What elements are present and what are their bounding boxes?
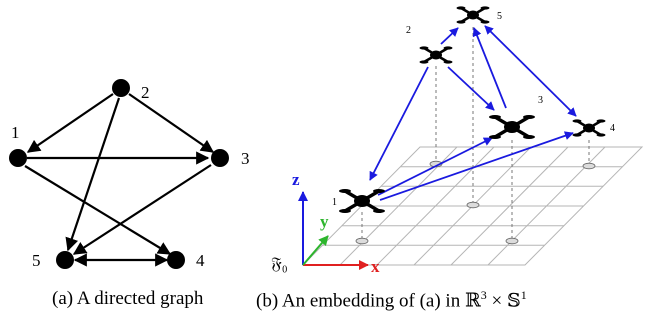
y-axis [302,235,329,266]
graph-nodes [9,79,229,269]
reference-frame: z y x 𝔉₀ [271,170,380,276]
drone-3 [487,113,537,141]
shadow-drone-4 [582,162,596,170]
node-label-1: 1 [11,123,20,142]
edge-b-2-to-3 [447,66,495,111]
drone-label-3: 3 [538,95,543,106]
y-axis-label: y [320,212,329,231]
caption-b-R: ℝ [464,290,481,312]
caption-panel-b: (b) An embedding of (a) in ℝ3 × 𝕊1 [256,288,527,312]
x-axis-label: x [371,257,380,276]
drones [337,5,607,215]
graph-node-labels: 1 2 3 4 5 [11,83,250,270]
edge-b-2-to-5 [440,27,459,45]
panel-b-embedding: 1 2 3 4 5 z y x 𝔉₀ [271,5,644,276]
caption-b-prefix: (b) An embedding of (a) in [256,290,465,312]
node-1 [9,149,27,167]
drone-label-4: 4 [610,123,615,134]
shadow-drone-3 [505,237,519,245]
edge-b-5-4-bidirectional [484,25,577,117]
edge-b-1-to-3 [377,137,493,196]
edge-2-to-1 [26,93,114,153]
caption-b-S: 𝕊 [506,290,521,312]
edge-3-to-5 [72,164,212,255]
embedding-edges [369,25,577,201]
z-axis-label: z [292,170,300,189]
drone-5 [455,5,491,25]
shadow-drone-1 [355,237,369,245]
drone-label-5: 5 [497,11,502,22]
edge-1-to-4 [24,165,172,255]
caption-b-times: × [486,290,507,312]
edge-2-to-5 [65,97,121,252]
caption-panel-a: (a) A directed graph [52,288,204,309]
edge-2-to-3 [128,93,215,153]
node-label-4: 4 [196,251,205,270]
edge-b-2-to-1 [369,66,429,181]
shadow-drone-5 [466,201,480,209]
node-3 [211,149,229,167]
caption-b-R-exp: 3 [480,288,487,302]
graph-edges [24,93,215,267]
drone-label-1: 1 [332,197,337,208]
drone-1 [337,187,387,215]
panel-a-graph: 1 2 3 4 5 [9,79,250,270]
frame-label: 𝔉₀ [271,254,288,273]
node-label-3: 3 [241,149,250,168]
node-2 [112,79,130,97]
node-label-5: 5 [32,251,41,270]
ground-shadows [355,160,596,245]
drone-4 [571,118,607,138]
node-label-2: 2 [141,83,150,102]
node-4 [167,251,185,269]
node-5 [56,251,74,269]
edge-b-1-to-4 [379,131,574,201]
caption-b-S-exp: 1 [520,288,527,302]
drone-labels: 1 2 3 4 5 [332,11,615,208]
projection-lines [361,27,590,240]
drone-2 [418,45,454,65]
drone-label-2: 2 [406,25,411,36]
